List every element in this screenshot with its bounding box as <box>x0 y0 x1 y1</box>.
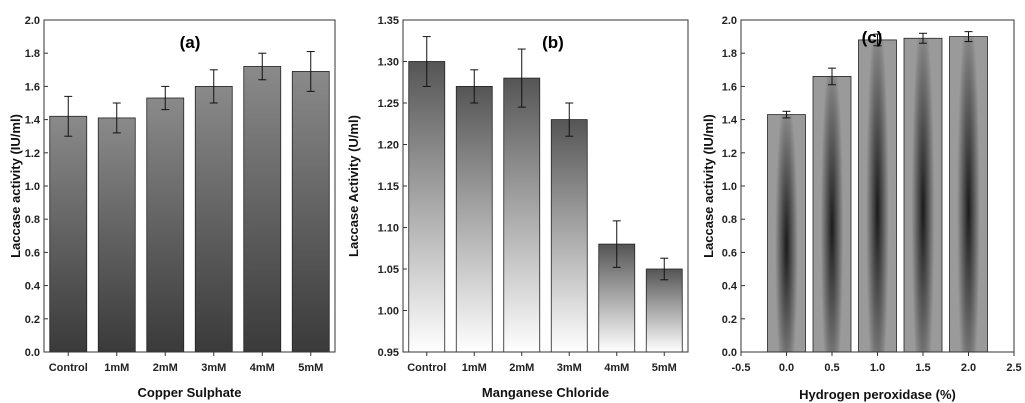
bar-3mM <box>550 119 588 353</box>
y-tick-label: 0.8 <box>25 214 40 226</box>
bar-2mM <box>503 77 541 353</box>
x-tick-label: Control <box>49 362 88 374</box>
bar-0 <box>767 114 806 353</box>
y-tick-label: 0.95 <box>378 347 399 359</box>
y-axis-label: Laccase activity (IU/ml) <box>8 114 23 258</box>
y-tick-label: 1.2 <box>25 148 40 160</box>
chart-panel-a: 0.0 0.2 0.4 0.6 0.8 1.0 1.2 1.4 1.6 1.8 2.0 Control… <box>8 15 336 400</box>
x-axis-label: Hydrogen peroxidase (%) <box>799 387 956 402</box>
y-tick-label: 2.0 <box>722 15 737 27</box>
bar-1 <box>858 39 897 353</box>
y-tick-label: 1.05 <box>378 264 399 276</box>
plot-frame <box>43 19 336 353</box>
bar-1mM <box>455 86 493 353</box>
bar-Control <box>49 115 88 353</box>
chart-title: (c) <box>862 28 883 47</box>
y-tick-label: 1.15 <box>378 181 399 193</box>
bar-2mM <box>146 97 185 353</box>
y-tick-label: 1.4 <box>722 115 738 127</box>
y-tick-label: 1.20 <box>378 140 399 152</box>
y-tick-label: 1.25 <box>378 98 399 110</box>
plot-frame <box>402 19 689 353</box>
x-tick-label: 1mM <box>462 362 487 374</box>
x-tick-label: -0.5 <box>732 362 751 374</box>
x-tick-label: 2.5 <box>1006 362 1021 374</box>
y-tick-label: 1.0 <box>25 181 40 193</box>
x-tick-label: 0.5 <box>824 362 839 374</box>
bar-4mM <box>243 66 282 353</box>
x-tick-label: 2mM <box>509 362 534 374</box>
y-tick-label: 0.6 <box>25 247 40 259</box>
y-tick-label: 0.4 <box>722 281 738 293</box>
y-tick-label: 0.0 <box>722 347 737 359</box>
x-tick-label: 3mM <box>557 362 582 374</box>
y-axis-label: Laccase Activity (U/ml) <box>346 115 361 257</box>
y-tick-label: 1.0 <box>722 181 737 193</box>
chart-title: (b) <box>542 33 564 52</box>
x-tick-label: 1mM <box>104 362 129 374</box>
y-axis-label: Laccase activity (IU/ml) <box>701 114 716 258</box>
y-tick-label: 0.6 <box>722 247 737 259</box>
bar-5mM <box>291 71 330 353</box>
y-tick-label: 1.2 <box>722 148 737 160</box>
x-tick-label: 2mM <box>153 362 178 374</box>
x-tick-label: 5mM <box>298 362 323 374</box>
y-tick-label: 0.8 <box>722 214 737 226</box>
x-axis-label: Copper Sulphate <box>137 385 241 400</box>
y-tick-label: 0.4 <box>25 281 41 293</box>
x-tick-label: 3mM <box>201 362 226 374</box>
x-tick-label: Control <box>407 362 446 374</box>
y-tick-label: 0.2 <box>722 314 737 326</box>
x-axis-label: Manganese Chloride <box>482 385 609 400</box>
x-tick-label: 4mM <box>250 362 275 374</box>
chart-title: (a) <box>180 33 201 52</box>
y-tick-label: 1.8 <box>25 48 40 60</box>
x-tick-label: 4mM <box>604 362 629 374</box>
bar-2 <box>949 36 988 353</box>
bar-1.5 <box>903 37 943 353</box>
y-tick-label: 1.8 <box>722 48 737 60</box>
chart-panel-c: 0.0 0.2 0.4 0.6 0.8 1.0 1.2 1.4 1.6 1.8 2.0 -0.5 0.0… <box>701 15 1022 402</box>
x-tick-label: 5mM <box>652 362 677 374</box>
bar-0.5 <box>812 76 852 353</box>
y-tick-label: 1.35 <box>378 15 399 27</box>
y-tick-label: 1.6 <box>25 81 40 93</box>
x-tick-label: 1.5 <box>915 362 930 374</box>
x-tick-label: 2.0 <box>961 362 976 374</box>
bar-3mM <box>194 86 233 353</box>
y-tick-label: 0.2 <box>25 314 40 326</box>
y-tick-label: 1.4 <box>25 115 41 127</box>
chart-panel-b: 0.95 1.00 1.05 1.10 1.15 1.20 1.25 1.30 1.35 Cont… <box>346 15 689 400</box>
y-tick-label: 2.0 <box>25 15 40 27</box>
bar-5mM <box>645 268 683 353</box>
bar-Control <box>408 61 446 353</box>
y-tick-label: 0.0 <box>25 347 40 359</box>
x-tick-label: 1.0 <box>870 362 885 374</box>
y-tick-label: 1.00 <box>378 306 399 318</box>
x-tick-label: 0.0 <box>779 362 794 374</box>
bar-1mM <box>97 117 136 353</box>
y-tick-label: 1.10 <box>378 223 399 235</box>
y-tick-label: 1.6 <box>722 81 737 93</box>
y-tick-label: 1.30 <box>378 57 399 69</box>
